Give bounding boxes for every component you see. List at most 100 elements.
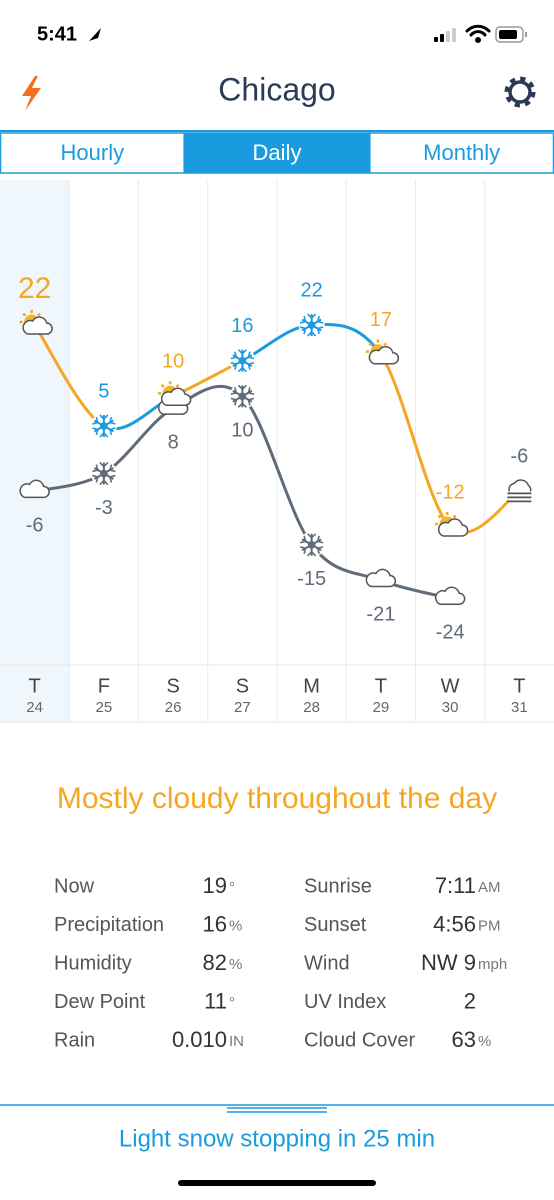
branch	[230, 351, 238, 360]
day-letter: S	[166, 675, 179, 697]
branch	[307, 330, 317, 337]
weather-icon	[434, 586, 466, 606]
detail-value: NW 9	[421, 950, 476, 975]
snow-arm	[230, 387, 255, 406]
day-letter: T	[29, 675, 41, 697]
footer-message[interactable]: Light snow stopping in 25 min	[119, 1125, 435, 1152]
branch	[230, 387, 238, 396]
core	[100, 422, 108, 430]
location-icon	[89, 28, 101, 41]
day-date: 24	[26, 699, 43, 716]
day-letter: T	[513, 675, 525, 697]
detail-label: Sunset	[304, 914, 367, 936]
detail-label: Wind	[304, 952, 350, 974]
bolt-button[interactable]	[22, 76, 41, 111]
sun-ray	[437, 514, 442, 519]
snow-arm	[92, 416, 116, 436]
sun-ray	[452, 514, 457, 519]
high-label: 22	[301, 279, 323, 301]
cloud	[22, 316, 53, 335]
branch	[316, 315, 324, 324]
high-label: -6	[510, 446, 528, 468]
core	[238, 392, 247, 401]
weather-icon	[298, 312, 325, 339]
day-date: 27	[234, 699, 251, 716]
day-letter: W	[441, 675, 460, 697]
day-date: 28	[303, 699, 320, 716]
detail-label: Sunrise	[304, 875, 372, 897]
signal-icon	[434, 28, 456, 42]
branch	[237, 366, 247, 373]
detail-value: 63	[452, 1027, 476, 1052]
tab-label[interactable]: Daily	[253, 140, 302, 165]
weather-icon	[19, 310, 53, 335]
tab[interactable]	[184, 132, 370, 174]
detail-value: 19	[203, 873, 227, 898]
low-label: -15	[297, 568, 326, 590]
branch	[99, 431, 109, 438]
tab-label[interactable]: Hourly	[61, 140, 125, 165]
high-line-segment	[379, 353, 452, 529]
snow-arm	[92, 464, 116, 483]
branch	[237, 349, 247, 355]
tab-label[interactable]: Monthly	[423, 140, 500, 165]
core	[100, 469, 108, 478]
selected-day-bg	[0, 180, 70, 722]
branch	[299, 315, 307, 324]
day-letter: F	[98, 675, 110, 697]
tab[interactable]	[0, 132, 185, 174]
cloud	[19, 479, 50, 499]
detail-label: Now	[54, 875, 95, 897]
low-label: -6	[26, 515, 44, 537]
cloud	[508, 479, 532, 492]
branch	[299, 326, 307, 335]
weather-icon	[90, 460, 117, 487]
branch	[247, 397, 255, 406]
branch	[299, 535, 307, 544]
day-date: 26	[165, 699, 182, 716]
snow-arm	[299, 315, 324, 335]
detail-unit: mph	[478, 956, 507, 973]
cloud	[434, 586, 466, 606]
cloud	[368, 345, 400, 365]
detail-unit: %	[229, 956, 242, 973]
detail-unit: AM	[478, 879, 501, 896]
branch	[99, 461, 109, 468]
summary: Mostly cloudy throughout the day	[57, 782, 497, 815]
branch	[99, 479, 109, 486]
city-title: Chicago	[218, 71, 335, 107]
wifi-icon	[465, 24, 491, 43]
weather-icon	[158, 381, 192, 407]
weather-icon	[229, 347, 256, 374]
weather-icon	[505, 477, 534, 506]
low-label: -21	[366, 604, 395, 626]
high-label: 10	[162, 351, 184, 373]
weather-icon	[435, 511, 469, 537]
low-label: -24	[436, 622, 465, 644]
branch	[307, 550, 317, 557]
detail-value: 16	[203, 911, 227, 936]
sun-ray	[175, 383, 180, 388]
cloud	[437, 518, 469, 537]
branch	[247, 361, 255, 370]
detail-unit: °	[229, 994, 235, 1011]
branch	[316, 326, 324, 335]
low-label: -3	[95, 497, 113, 519]
snow-arm	[299, 535, 324, 554]
detail-unit: %	[229, 917, 242, 934]
tab[interactable]	[369, 132, 554, 174]
day-letter: S	[236, 675, 249, 697]
branch	[108, 474, 116, 483]
cloud	[365, 568, 397, 588]
day-date: 31	[511, 699, 528, 716]
detail-value: 11	[204, 988, 227, 1013]
home-indicator	[178, 1180, 376, 1186]
sun-ray	[368, 342, 373, 347]
settings-button[interactable]	[504, 76, 536, 108]
low-label: 8	[168, 431, 179, 453]
branch	[299, 546, 307, 554]
detail-unit: %	[478, 1033, 491, 1050]
branch	[316, 546, 324, 554]
detail-value: 4:56	[433, 911, 476, 936]
